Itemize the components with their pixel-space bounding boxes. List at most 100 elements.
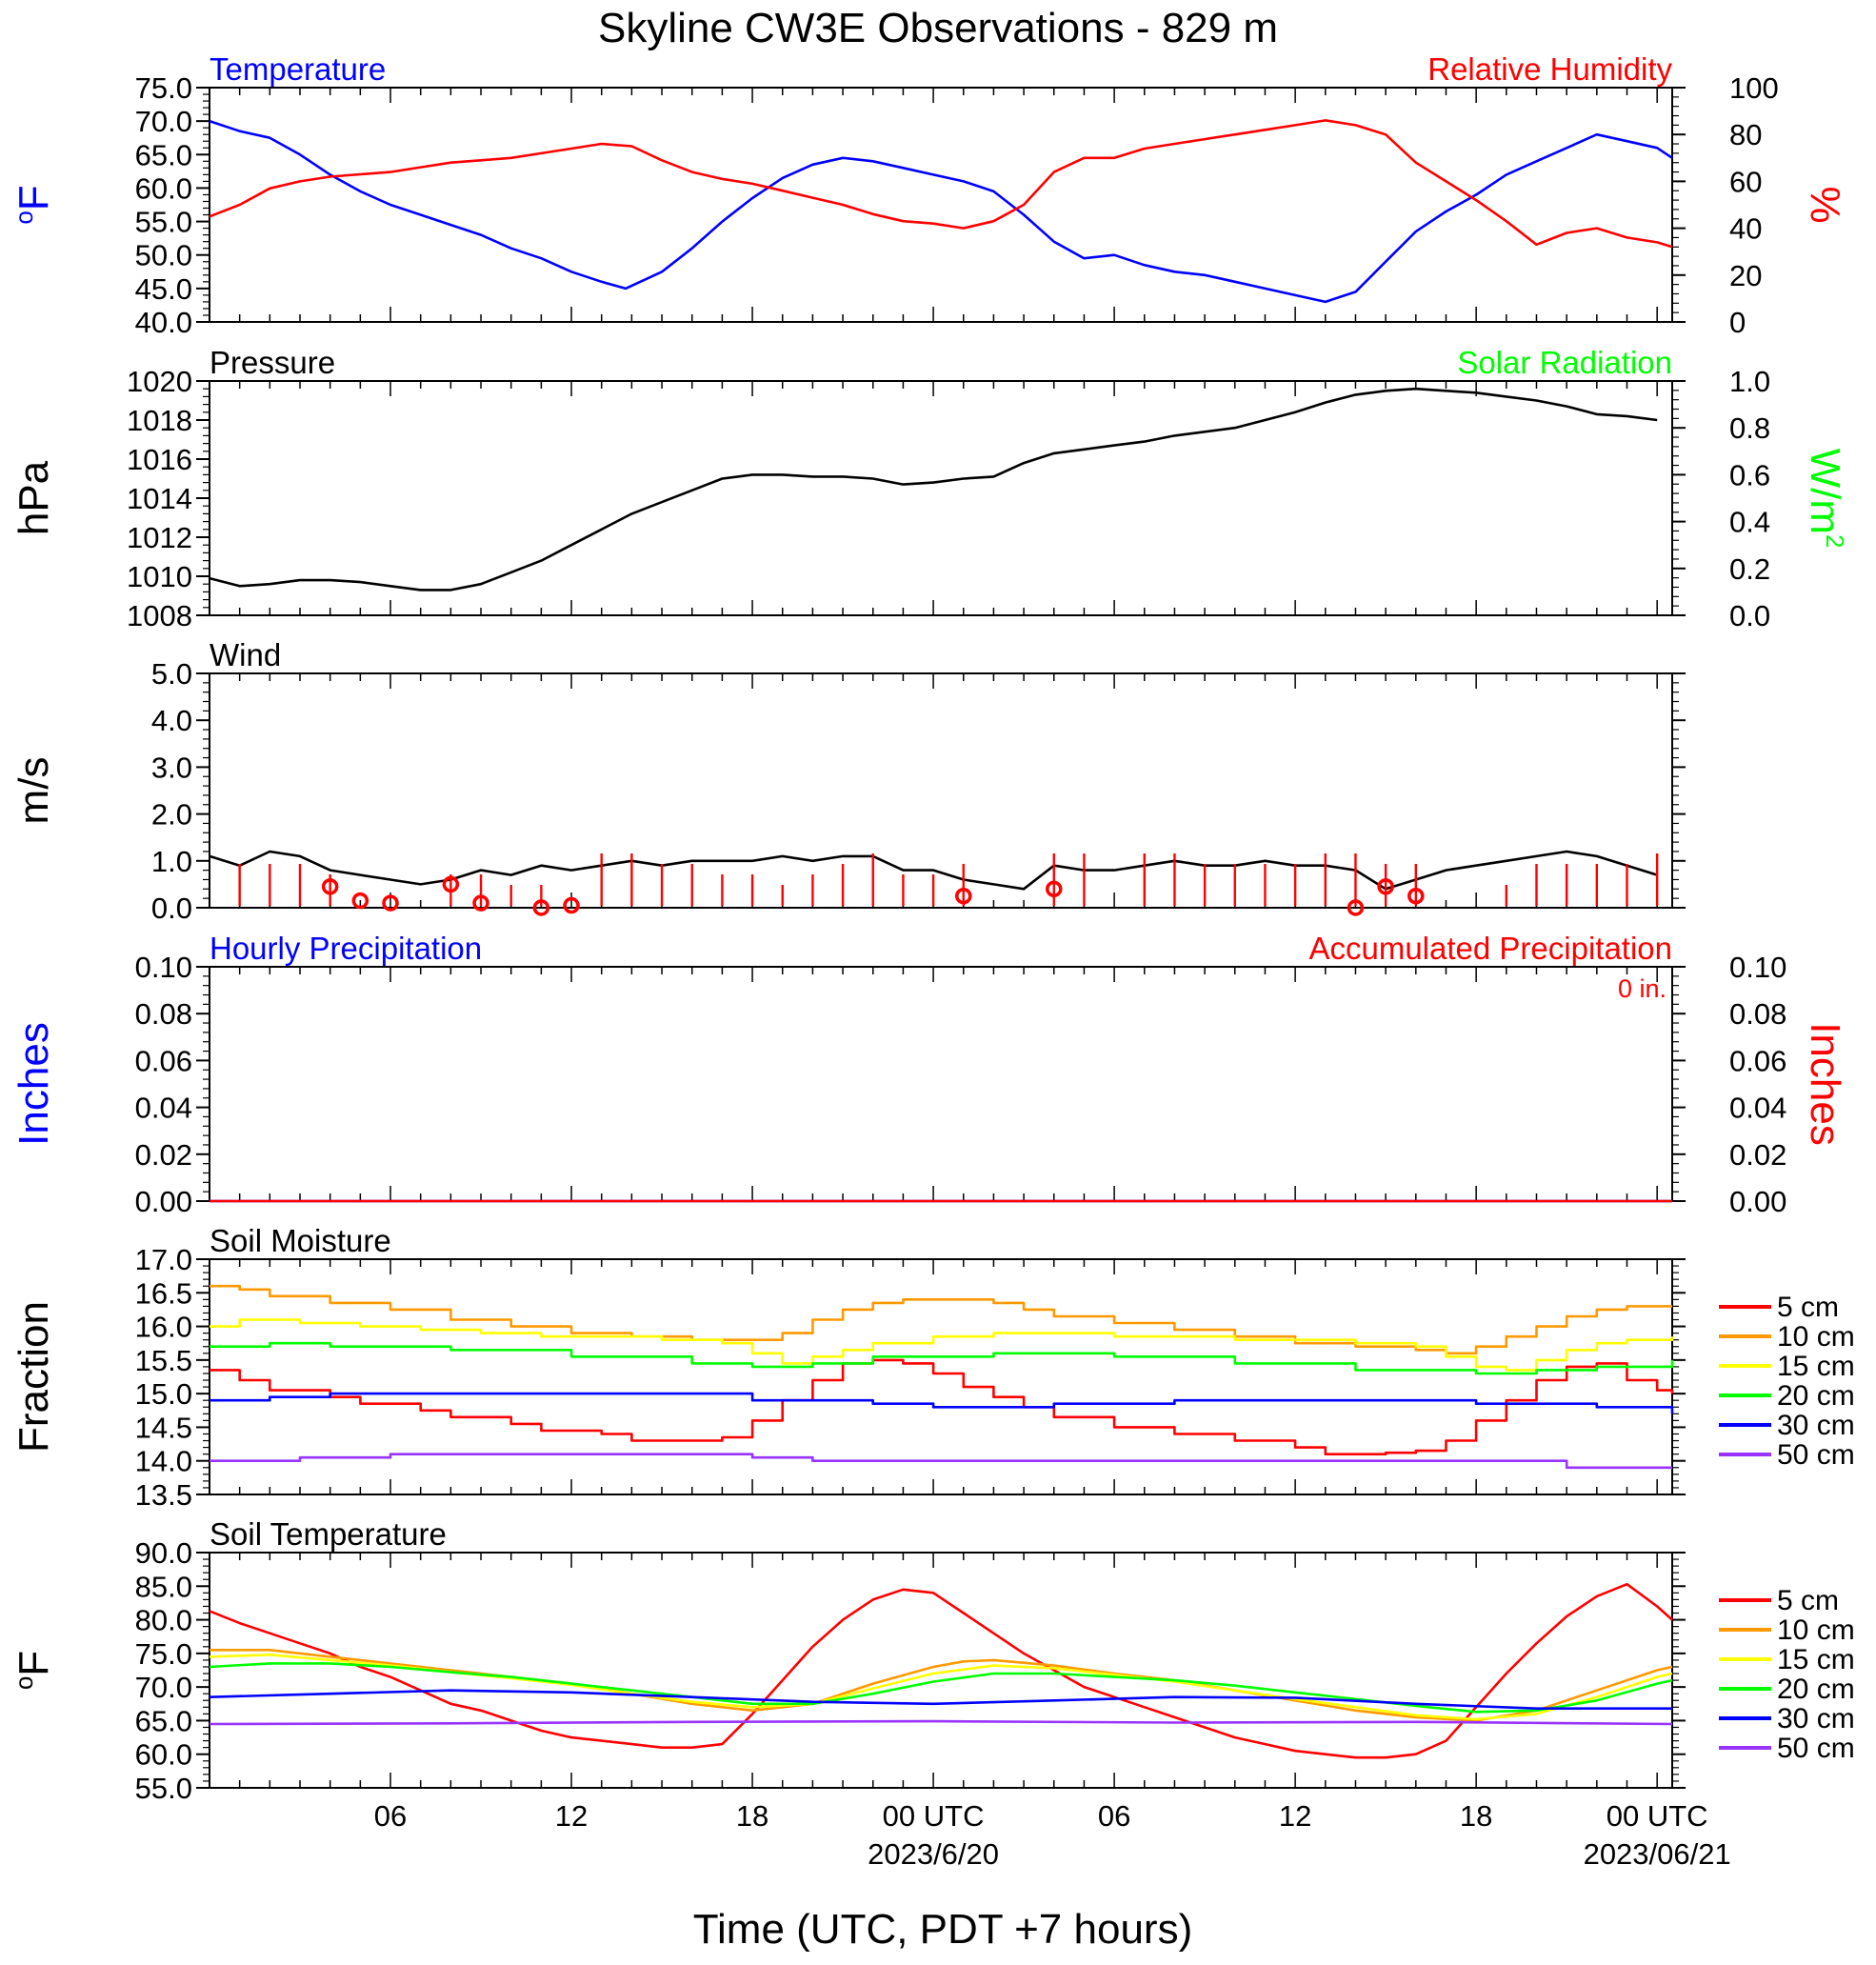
panel-title-left: Soil Temperature — [210, 1516, 447, 1552]
y-tick-label-right: 0.8 — [1729, 411, 1770, 445]
y-axis-title-text: Fraction — [10, 1301, 57, 1453]
y-axis-title-text: oF — [10, 1651, 57, 1690]
y-tick-label-right: 0.02 — [1729, 1138, 1786, 1172]
legend-label: 50 cm — [1777, 1733, 1855, 1764]
calm-wind-marker — [472, 894, 489, 912]
y-tick-label-left: 0.10 — [135, 951, 192, 984]
panel-title-left: Hourly Precipitation — [210, 931, 482, 966]
y-tick-label-left: 1016 — [127, 443, 192, 476]
y-tick-label-left: 70.0 — [135, 105, 192, 138]
y-tick-label-left: 4.0 — [151, 704, 192, 737]
series-line-relative-humidity — [209, 119, 1673, 249]
y-tick-label-left: 75.0 — [135, 71, 192, 105]
x-tick-label: 12 — [555, 1799, 588, 1833]
x-tick-label: 12 — [1279, 1799, 1311, 1833]
y-tick-label-left: 0.06 — [135, 1044, 192, 1077]
y-tick-label-left: 16.5 — [135, 1276, 192, 1310]
legend-label: 10 cm — [1777, 1614, 1855, 1646]
y-tick-label-left: 13.5 — [135, 1478, 192, 1512]
y-tick-label-left: 70.0 — [135, 1671, 192, 1704]
panel-wind: 5.0 4.0 3.0 2.0 1.0 0.0 Wind m/s — [10, 637, 1686, 925]
x-tick-label: 06 — [1098, 1799, 1130, 1833]
series-line-temperature — [209, 119, 1673, 304]
y-axis-title-left: Inches — [10, 1022, 57, 1146]
y-tick-label-left: 5.0 — [151, 657, 192, 691]
y-tick-label-right: 100 — [1729, 71, 1779, 105]
legend-label: 5 cm — [1777, 1292, 1839, 1323]
x-tick-date-label: 2023/06/21 — [1584, 1837, 1731, 1871]
panel-precip: 0.10 0.08 0.06 0.04 0.02 0.00 0.10 0.08 0.06 0.04… — [10, 931, 1848, 1218]
panels-layer: 75.070.065.060.055.050.045.040.010080604… — [10, 51, 1855, 1805]
x-tick-label: 18 — [736, 1799, 768, 1833]
y-axis-title-text: Inches — [1802, 1022, 1848, 1146]
y-tick-label-left: 15.5 — [135, 1344, 192, 1377]
y-tick-label-left: 3.0 — [151, 751, 192, 784]
x-tick-label: 06 — [374, 1799, 407, 1833]
y-tick-label-left: 0.02 — [135, 1138, 192, 1172]
panel-annotation: 0 in. — [1618, 974, 1666, 1003]
calm-wind-marker — [321, 878, 339, 895]
y-tick-label-right: 20 — [1729, 259, 1762, 292]
y-tick-label-left: 14.5 — [135, 1411, 192, 1444]
y-axis-title-text: % — [1802, 186, 1848, 223]
y-tick-label-left: 60.0 — [135, 1738, 192, 1772]
series-line-50-cm — [210, 1453, 1672, 1470]
y-axis-title-left: m/s — [10, 757, 57, 825]
y-tick-label-left: 55.0 — [135, 1772, 192, 1805]
panel-title-left: Wind — [210, 637, 281, 672]
y-tick-label-right: 0.10 — [1729, 951, 1786, 984]
x-tick-label: 00 UTC — [1607, 1799, 1708, 1833]
y-axis-title-text: Inches — [10, 1022, 57, 1146]
panel-temp-rh: 75.070.065.060.055.050.045.040.0 100 80 60 4… — [10, 51, 1848, 339]
panel-title-left: Temperature — [210, 51, 386, 87]
panel-title-right: Relative Humidity — [1427, 51, 1672, 87]
x-tick-label: 00 UTC — [883, 1799, 985, 1833]
calm-wind-marker — [1046, 880, 1063, 898]
y-tick-label-left: 80.0 — [135, 1604, 192, 1637]
y-tick-label-left: 1012 — [127, 521, 192, 554]
y-tick-label-left: 1010 — [127, 560, 192, 593]
x-axis-tick-labels: 06 12 18 00 UTC 2023/6/20 06 12 18 00 UTC 2023/06… — [374, 1799, 1731, 1871]
y-tick-label-right: 0.2 — [1729, 552, 1770, 586]
y-axis-title-text: m/s — [10, 757, 57, 825]
y-tick-label-left: 1.0 — [151, 845, 192, 878]
legend-label: 20 cm — [1777, 1380, 1855, 1412]
series-line-10-cm — [210, 1284, 1672, 1355]
legend-label: 30 cm — [1777, 1703, 1855, 1734]
calm-wind-marker — [351, 892, 369, 910]
y-tick-label-right: 0 — [1729, 306, 1746, 339]
y-tick-label-left: 55.0 — [135, 206, 192, 239]
y-tick-label-left: 0.00 — [135, 1185, 192, 1218]
x-tick-date-label: 2023/6/20 — [868, 1837, 999, 1871]
y-tick-label-right: 0.0 — [1729, 599, 1770, 632]
calm-wind-marker — [532, 899, 550, 916]
y-tick-label-left: 65.0 — [135, 138, 192, 171]
y-tick-label-right: 40 — [1729, 212, 1762, 246]
y-axis-title-text: oF — [10, 185, 57, 224]
y-tick-label-right: 0.08 — [1729, 997, 1786, 1031]
y-axis-title-right: Inches — [1802, 1022, 1848, 1146]
calm-wind-marker — [955, 887, 972, 905]
series-line-20-cm — [209, 1662, 1673, 1714]
y-tick-label-left: 65.0 — [135, 1704, 192, 1737]
y-tick-label-right: 1.0 — [1729, 365, 1770, 398]
series-line-30-cm — [210, 1392, 1674, 1414]
panel-title-left: Pressure — [210, 345, 335, 380]
y-axis-title-right: W/m2 — [1802, 449, 1849, 549]
y-tick-label-left: 16.0 — [135, 1311, 192, 1344]
legend-label: 5 cm — [1777, 1585, 1839, 1616]
y-tick-label-right: 0.4 — [1729, 506, 1770, 539]
calm-wind-marker — [1347, 899, 1365, 916]
panel-soil-temp: 90.085.080.075.070.065.060.055.0 Soil Tem… — [10, 1516, 1855, 1805]
panel-title-left: Soil Moisture — [210, 1223, 391, 1258]
legend-label: 10 cm — [1777, 1321, 1855, 1353]
y-tick-label-left: 1008 — [127, 599, 192, 632]
panel-title-right: Accumulated Precipitation — [1308, 931, 1672, 966]
y-tick-label-right: 0.6 — [1729, 458, 1770, 491]
y-tick-label-right: 60 — [1729, 165, 1762, 198]
y-tick-label-right: 0.04 — [1729, 1092, 1786, 1125]
y-tick-label-left: 45.0 — [135, 272, 192, 306]
series-line-5-cm — [210, 1358, 1674, 1455]
x-tick-label: 18 — [1460, 1799, 1492, 1833]
